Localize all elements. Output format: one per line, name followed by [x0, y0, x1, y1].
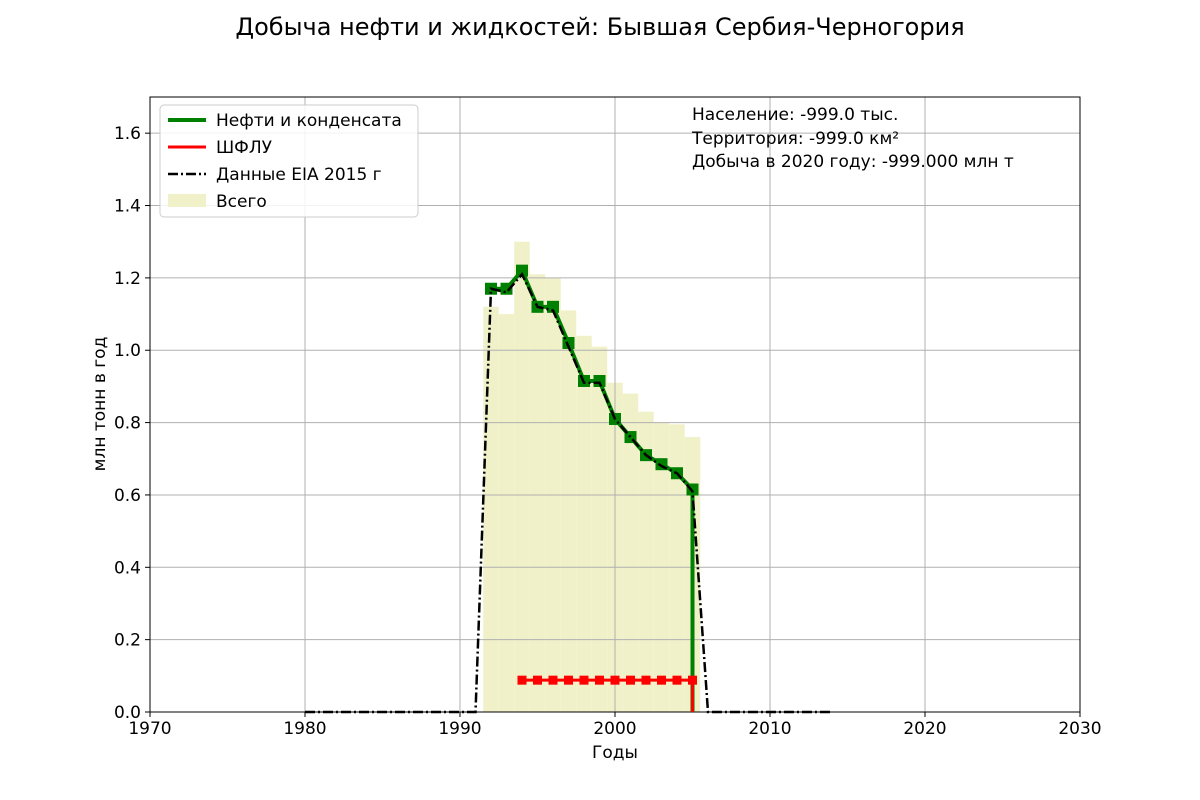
total-bar — [514, 241, 530, 713]
y-tick-label: 1.0 — [114, 341, 141, 361]
y-tick-label: 0.4 — [114, 558, 141, 578]
annotation-production-2020: Добыча в 2020 году: -999.000 млн т — [692, 152, 1014, 172]
ngl-point — [533, 675, 542, 685]
total-bar — [638, 411, 654, 712]
legend-swatch-total — [168, 194, 206, 207]
total-bar — [622, 393, 639, 712]
x-tick-label: 2030 — [1058, 719, 1101, 739]
annotation-population: Население: -999.0 тыс. — [692, 105, 898, 125]
annotations: Население: -999.0 тыс. Территория: -999.… — [691, 105, 1014, 172]
ngl-point — [626, 675, 635, 685]
oil-point — [562, 337, 575, 349]
legend-label-eia: Данные EIA 2015 г — [216, 165, 382, 185]
total-bar — [498, 314, 515, 712]
total-bar — [591, 346, 608, 712]
x-tick-label: 2000 — [593, 719, 636, 739]
legend-label-oil: Нефти и конденсата — [216, 111, 402, 131]
x-tick-label: 1990 — [438, 719, 481, 739]
y-tick-label: 1.4 — [114, 197, 141, 217]
y-tick-label: 0.8 — [114, 414, 141, 434]
ngl-point — [672, 675, 682, 685]
y-tick-label: 0.2 — [114, 631, 141, 651]
total-bar — [483, 306, 499, 712]
x-tick-label: 1970 — [128, 719, 171, 739]
ngl-point — [610, 675, 620, 685]
ngl-point — [548, 675, 558, 685]
x-axis-label: Годы — [592, 743, 638, 763]
x-tick-label: 2010 — [748, 719, 791, 739]
annotation-territory: Территория: -999.0 км² — [691, 129, 899, 149]
ngl-point — [595, 675, 604, 685]
x-tick-label: 1980 — [283, 719, 326, 739]
x-tick-label: 2020 — [903, 719, 946, 739]
chart-title: Добыча нефти и жидкостей: Бывшая Сербия-… — [235, 13, 964, 41]
legend-box — [159, 104, 419, 218]
y-tick-label: 0.6 — [114, 486, 141, 506]
legend: Нефти и конденсата ШФЛУ Данные EIA 2015 … — [159, 104, 419, 218]
ngl-point — [657, 675, 666, 685]
ngl-point — [688, 675, 697, 685]
ngl-point — [579, 675, 589, 685]
y-axis-label: млн тонн в год — [90, 337, 110, 472]
oil-point — [516, 264, 528, 277]
y-tick-label: 1.6 — [114, 124, 141, 144]
series-eia-line — [305, 271, 832, 714]
ngl-point — [641, 675, 651, 685]
total-bar — [529, 274, 546, 712]
ngl-point — [564, 675, 573, 685]
total-bar — [560, 310, 577, 712]
y-tick-label: 1.2 — [114, 269, 141, 289]
ngl-point — [517, 675, 527, 685]
total-bar — [576, 335, 592, 712]
plot-area: 1970 1980 1990 2000 2010 2020 2030 0.0 0.2 0.4 0.6… — [114, 96, 1102, 739]
oil-point — [500, 282, 513, 295]
oil-point — [547, 300, 559, 313]
y-tick-label: 0.0 — [114, 703, 141, 723]
legend-label-ngl: ШФЛУ — [216, 138, 273, 158]
legend-label-total: Всего — [216, 192, 267, 212]
